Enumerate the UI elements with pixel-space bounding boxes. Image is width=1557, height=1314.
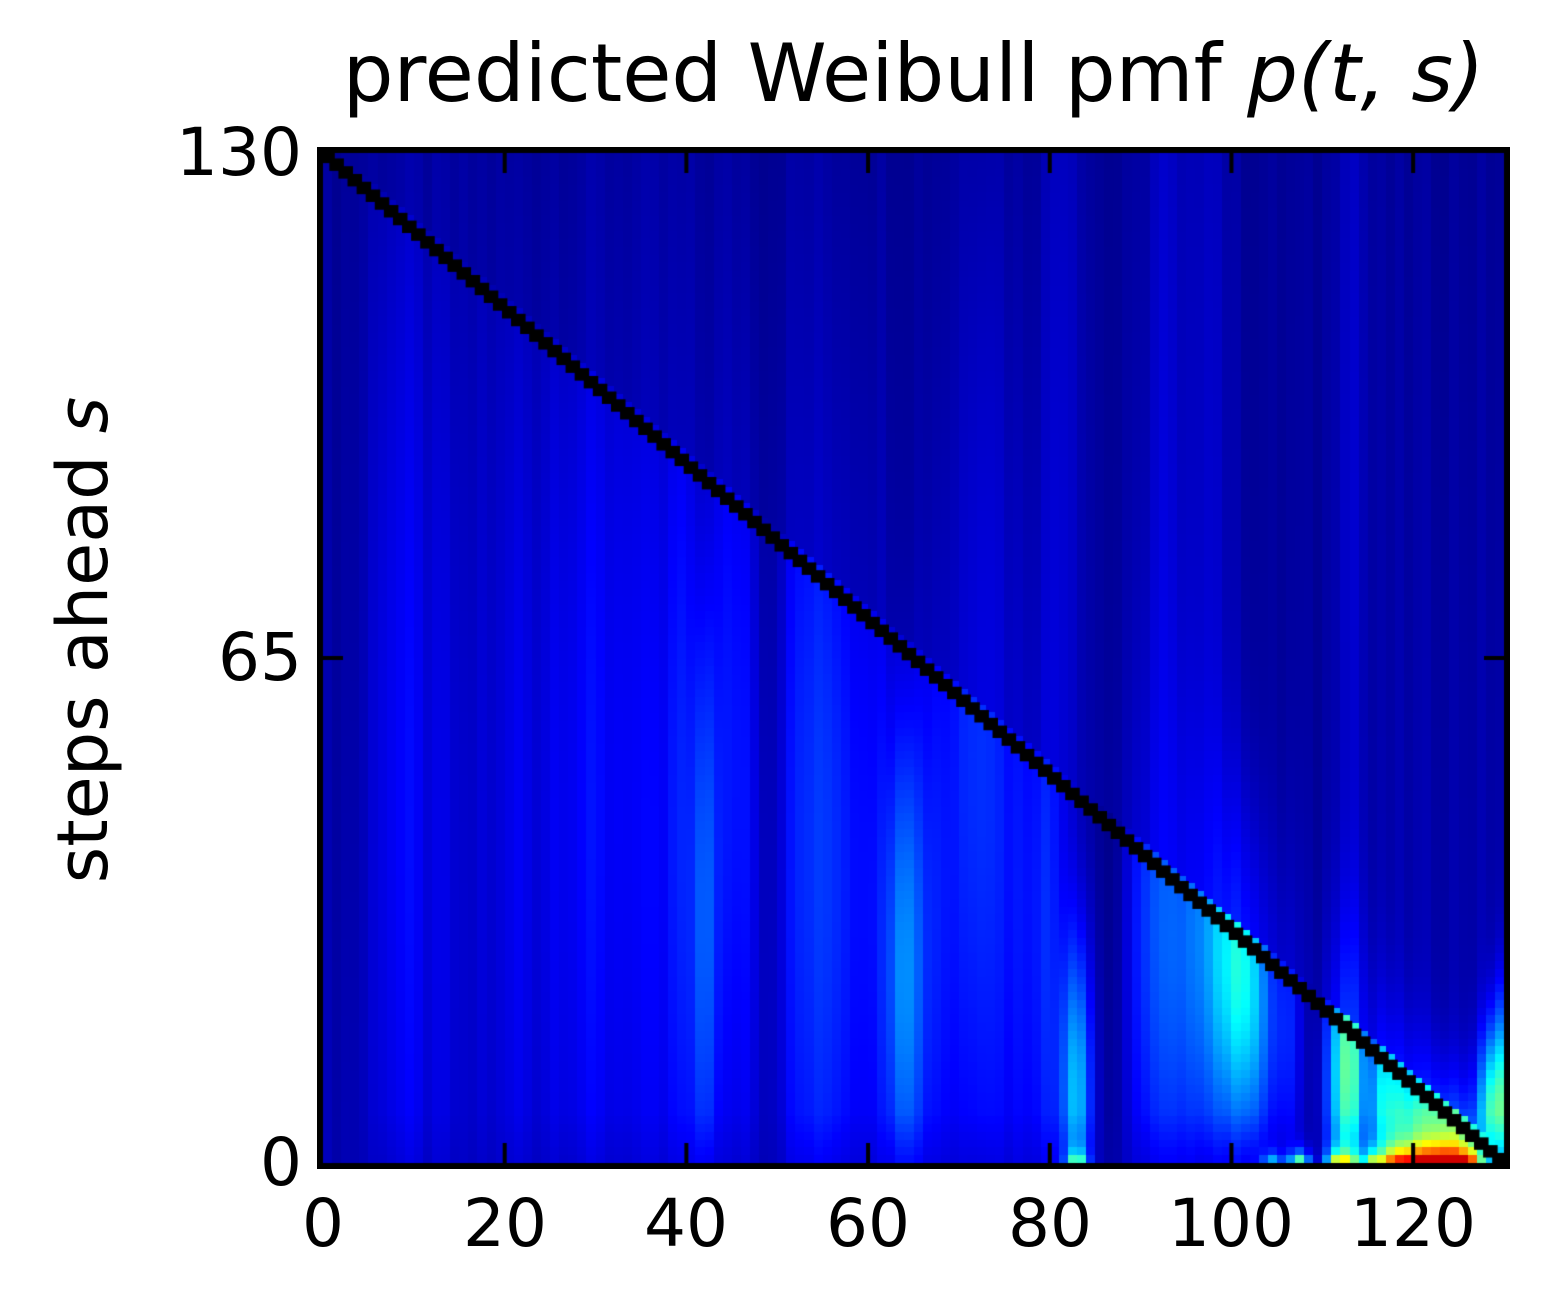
x-tick-80: 80 — [1008, 1185, 1092, 1262]
heatmap-canvas — [317, 147, 1510, 1169]
chart-title-math: p(t, s) — [1247, 27, 1485, 120]
x-tick-20: 20 — [463, 1185, 547, 1262]
x-tick-120: 120 — [1350, 1185, 1476, 1262]
y-tick-130: 130 — [176, 114, 302, 191]
x-tick-0: 0 — [302, 1185, 344, 1262]
x-tick-40: 40 — [644, 1185, 728, 1262]
x-tick-60: 60 — [826, 1185, 910, 1262]
y-axis-label-math: s — [42, 396, 124, 434]
chart-title-text: predicted Weibull pmf — [342, 27, 1248, 120]
y-tick-65: 65 — [218, 619, 302, 696]
x-tick-100: 100 — [1168, 1185, 1294, 1262]
chart-title: predicted Weibull pmf p(t, s) — [317, 24, 1510, 124]
y-tick-0: 0 — [260, 1124, 302, 1201]
